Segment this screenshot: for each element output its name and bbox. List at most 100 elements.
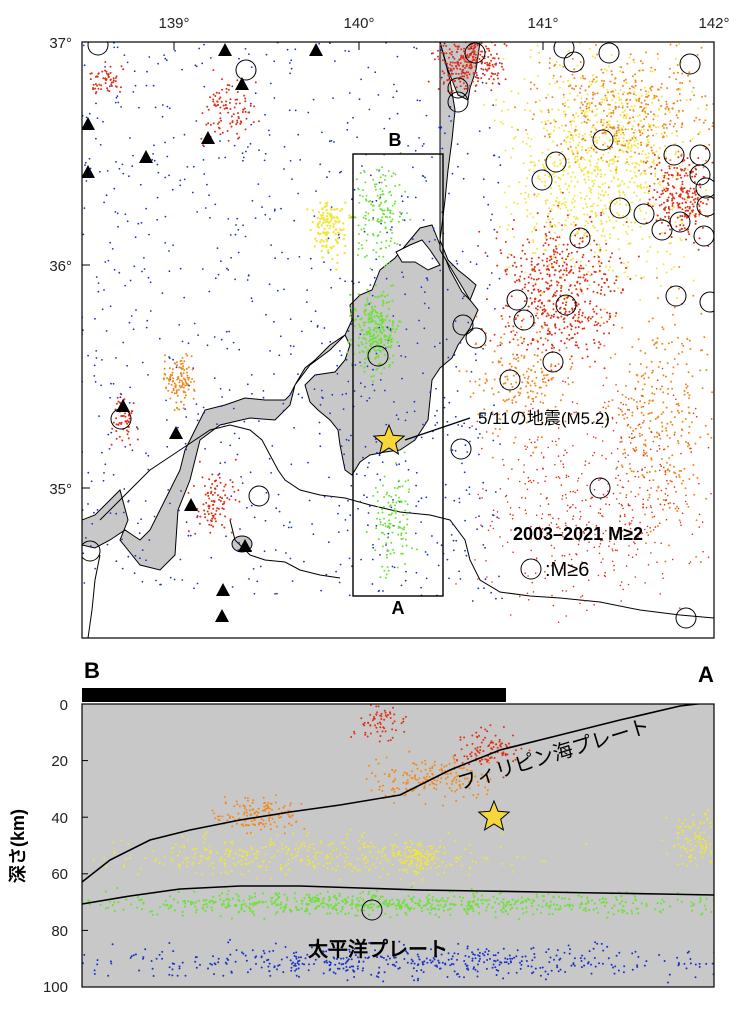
seismic-dot — [182, 407, 185, 410]
seismic-dot — [378, 295, 381, 298]
seismic-dot — [510, 365, 513, 368]
seismic-dot — [676, 100, 679, 102]
seismic-dot — [357, 293, 360, 296]
seismic-dot — [168, 174, 170, 177]
seismic-dot — [366, 466, 369, 469]
seismic-dot — [126, 61, 129, 64]
seismic-dot — [588, 579, 590, 581]
seismic-dot — [664, 190, 667, 193]
seismic-dot — [607, 207, 610, 210]
seismic-dot — [656, 435, 659, 438]
seismic-dot — [301, 330, 303, 333]
seismic-dot — [417, 500, 420, 503]
seismic-dot — [532, 407, 534, 410]
seismic-dot — [357, 188, 360, 191]
seismic-dot — [601, 183, 604, 186]
seismic-dot — [96, 117, 99, 119]
seismic-dot — [658, 448, 661, 450]
seismic-dot — [186, 374, 189, 377]
seismic-dot — [515, 358, 518, 361]
seismic-dot — [570, 258, 573, 261]
seismic-dot — [364, 256, 366, 258]
seismic-dot — [680, 126, 683, 129]
seismic-dot — [634, 274, 637, 277]
seismic-dot — [186, 376, 189, 379]
seismic-dot — [529, 390, 532, 392]
seismic-dot — [481, 497, 483, 499]
seismic-dot — [543, 394, 546, 397]
seismic-dot — [692, 170, 694, 173]
seismic-dot — [563, 169, 566, 172]
seismic-dot — [176, 406, 178, 409]
seismic-dot — [531, 301, 533, 304]
seismic-dot — [506, 501, 509, 503]
seismic-dot — [578, 282, 581, 285]
seismic-dot — [403, 451, 406, 454]
seismic-dot — [322, 245, 325, 248]
seismic-dot — [607, 103, 610, 106]
seismic-dot — [650, 487, 652, 489]
seismic-dot — [505, 273, 508, 276]
seismic-dot — [581, 473, 583, 475]
seismic-dot — [648, 185, 651, 188]
seismic-dot — [378, 197, 381, 200]
seismic-dot — [663, 123, 665, 126]
seismic-dot — [522, 162, 525, 165]
seismic-dot — [514, 436, 517, 439]
seismic-dot — [550, 262, 553, 265]
seismic-dot — [645, 451, 648, 454]
seismic-dot — [269, 218, 271, 220]
seismic-dot — [564, 201, 567, 204]
seismic-dot — [698, 205, 701, 207]
seismic-dot — [106, 543, 109, 546]
seismic-dot — [177, 388, 180, 391]
seismic-dot — [662, 136, 665, 138]
seismic-dot — [587, 175, 590, 178]
seismic-dot — [583, 173, 585, 176]
seismic-dot — [396, 112, 399, 115]
seismic-dot — [647, 94, 650, 97]
seismic-dot — [641, 132, 644, 135]
seismic-dot — [561, 264, 564, 267]
seismic-dot — [560, 287, 563, 289]
seismic-dot — [562, 80, 565, 83]
seismic-dot — [356, 136, 358, 139]
seismic-dot — [645, 542, 647, 545]
seismic-dot — [301, 396, 304, 399]
seismic-dot — [616, 160, 619, 163]
seismic-dot — [598, 269, 601, 272]
seismic-dot — [582, 253, 585, 256]
seismic-dot — [325, 573, 328, 576]
seismic-dot — [600, 85, 603, 88]
seismic-dot — [431, 257, 434, 260]
seismic-dot — [464, 85, 467, 87]
seismic-dot — [536, 87, 539, 90]
seismic-dot — [669, 123, 671, 126]
seismic-dot — [671, 480, 673, 483]
seismic-dot — [541, 513, 544, 515]
seismic-dot — [653, 189, 656, 191]
seismic-dot — [181, 381, 184, 384]
seismic-dot — [375, 168, 378, 171]
seismic-dot — [367, 321, 370, 324]
seismic-dot — [566, 296, 569, 299]
seismic-dot — [243, 420, 246, 423]
seismic-dot — [145, 84, 148, 87]
seismic-dot — [277, 493, 280, 496]
seismic-dot — [372, 218, 375, 221]
seismic-dot — [551, 343, 553, 346]
seismic-dot — [364, 385, 366, 388]
seismic-dot — [687, 192, 689, 195]
seismic-dot — [153, 159, 156, 162]
seismic-dot — [171, 371, 174, 374]
seismic-dot — [546, 282, 549, 285]
seismic-dot — [681, 122, 684, 125]
seismic-dot — [346, 351, 349, 354]
seismic-dot — [502, 100, 505, 103]
seismic-dot — [566, 526, 568, 529]
seismic-dot — [99, 170, 101, 173]
seismic-dot — [372, 319, 375, 322]
seismic-dot — [469, 67, 472, 70]
seismic-dot — [182, 365, 185, 368]
seismic-dot — [437, 34, 439, 36]
